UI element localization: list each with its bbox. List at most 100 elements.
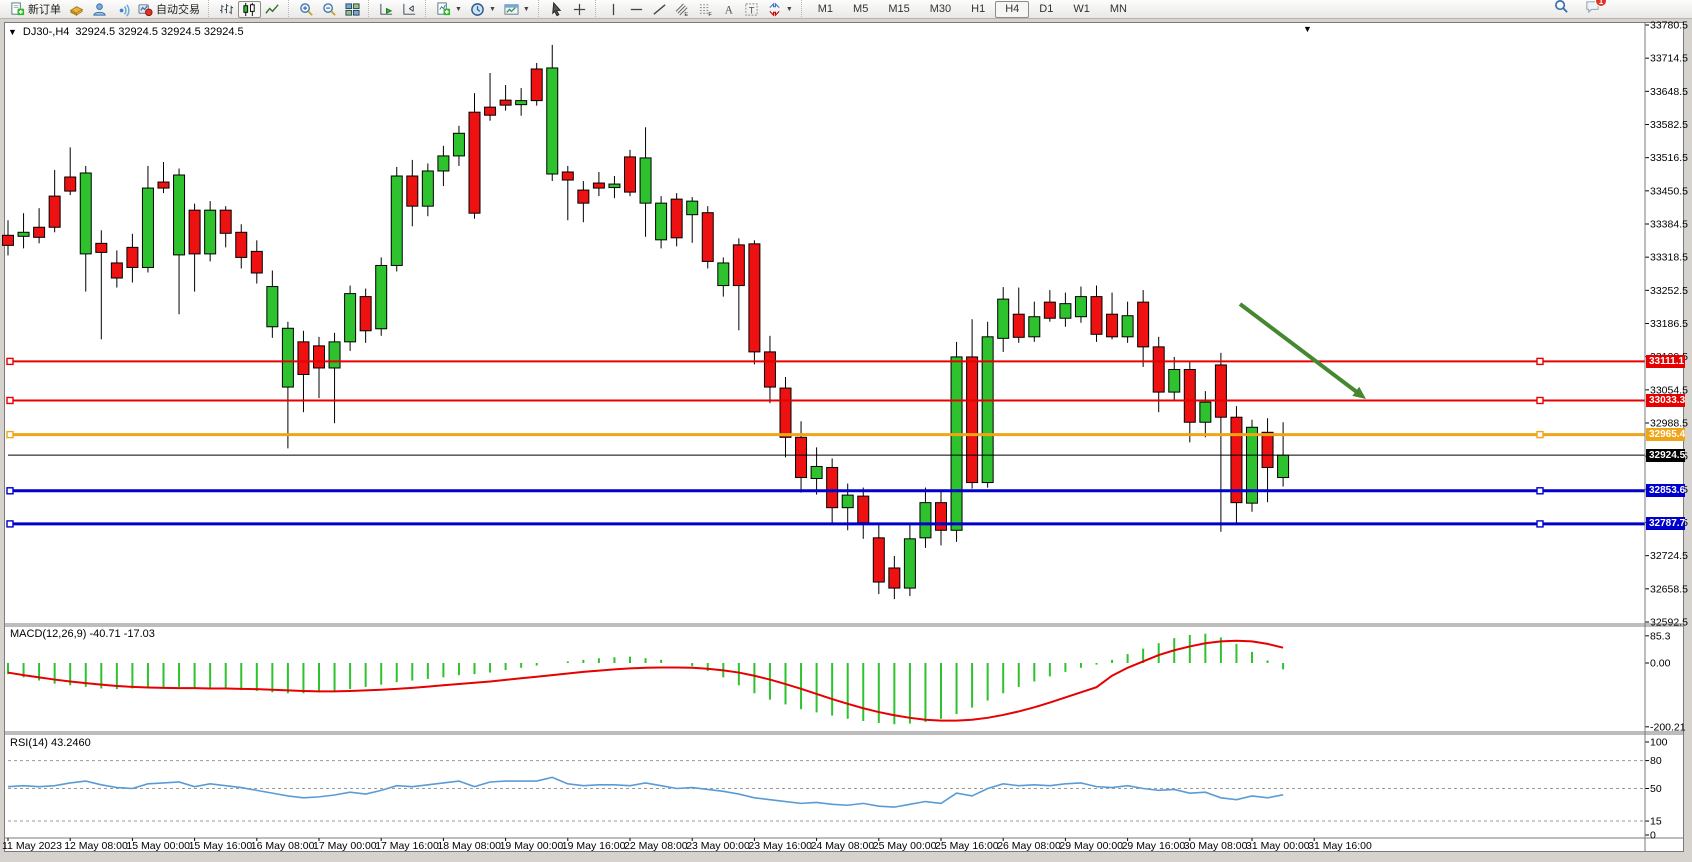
line-handle[interactable] <box>6 520 14 528</box>
svg-text:T: T <box>749 5 755 15</box>
candle <box>701 212 714 262</box>
trend-arrow-head[interactable] <box>1352 386 1366 399</box>
timeframe-M15-button[interactable]: M15 <box>878 1 919 18</box>
candle <box>795 436 808 479</box>
trendline-button[interactable] <box>648 1 671 18</box>
timeframe-MN-button[interactable]: MN <box>1100 1 1137 18</box>
price-level-tag[interactable]: 33111.1 <box>1646 354 1685 368</box>
equidistant-channel-button[interactable]: E <box>671 1 694 18</box>
periods-button[interactable]: ▼ <box>466 1 500 18</box>
line-handle[interactable] <box>1536 430 1544 439</box>
candle <box>857 495 870 524</box>
crosshair-button[interactable] <box>568 1 591 18</box>
price-axis-label: 33714.5 <box>1650 53 1688 65</box>
timeframe-M5-button[interactable]: M5 <box>843 1 878 18</box>
candle <box>33 226 46 238</box>
price-level-tag[interactable]: 33033.3 <box>1646 393 1685 407</box>
horizontal-line-icon <box>629 2 644 17</box>
chart-window[interactable] <box>4 22 1684 852</box>
fibonacci-button[interactable]: F <box>694 1 717 18</box>
price-axis-label: 33318.5 <box>1650 252 1688 264</box>
new-order-icon <box>10 1 25 17</box>
bar-chart-button[interactable] <box>215 1 238 18</box>
chevron-down-icon[interactable]: ▼ <box>488 5 496 13</box>
candle <box>1028 316 1041 338</box>
line-handle[interactable] <box>6 357 14 366</box>
line-handle[interactable] <box>1536 520 1544 528</box>
candle <box>919 502 932 539</box>
price-axis-label: 33186.5 <box>1650 318 1688 330</box>
templates-icon <box>504 2 519 17</box>
timeframe-M1-button[interactable]: M1 <box>808 1 843 18</box>
candle <box>515 100 528 106</box>
price-level-tag[interactable]: 32787.7 <box>1646 517 1685 531</box>
button-label: M1 <box>817 3 834 15</box>
auto-trading-button[interactable]: 自动交易 <box>134 1 204 18</box>
cursor-button[interactable] <box>545 1 568 18</box>
candle <box>64 176 77 192</box>
chart-collapse-icon[interactable]: ▼ <box>8 27 17 37</box>
toolbar-group <box>368 0 425 19</box>
tile-windows-button[interactable] <box>341 1 364 18</box>
zoom-out-button[interactable] <box>318 1 341 18</box>
price-axis-label: 32658.5 <box>1650 583 1688 595</box>
chat-button[interactable]: 1 <box>1585 0 1607 19</box>
candle <box>1277 454 1290 479</box>
line-chart-button[interactable] <box>261 1 284 18</box>
text-label-button[interactable]: T <box>740 1 763 18</box>
line-handle[interactable] <box>6 487 14 495</box>
timeframe-W1-button[interactable]: W1 <box>1063 1 1100 18</box>
crosshair-icon <box>572 2 587 17</box>
candle <box>561 171 574 181</box>
rsi-axis-label: 15 <box>1650 816 1662 828</box>
candle <box>1230 416 1243 504</box>
vertical-line-button[interactable] <box>602 1 625 18</box>
candle <box>1121 315 1134 338</box>
time-axis-label: 29 May 16:00 <box>1122 840 1186 852</box>
price-level-tag[interactable]: 32853.6 <box>1646 484 1685 498</box>
arrows-icon <box>767 2 782 17</box>
timeframe-H4-button[interactable]: H4 <box>995 0 1030 18</box>
price-axis-label: 33516.5 <box>1650 152 1688 164</box>
templates-button[interactable]: ▼ <box>500 1 534 18</box>
time-axis-label: 17 May 16:00 <box>375 840 439 852</box>
line-handle[interactable] <box>6 396 14 405</box>
trend-arrow[interactable] <box>1238 302 1358 394</box>
price-level-tag[interactable]: 32965.4 <box>1646 428 1685 442</box>
line-handle[interactable] <box>1536 357 1544 366</box>
candle <box>421 170 434 207</box>
time-axis-label: 22 May 08:00 <box>624 840 688 852</box>
button-label: 自动交易 <box>156 4 200 16</box>
text-button[interactable]: A <box>717 1 740 18</box>
search-button[interactable] <box>1554 0 1569 19</box>
auto-scroll-button[interactable] <box>375 1 398 18</box>
timeframe-M30-button[interactable]: M30 <box>920 1 961 18</box>
candlestick-chart-button[interactable] <box>238 0 261 18</box>
horizontal-line-button[interactable] <box>625 1 648 18</box>
arrows-button[interactable]: ▼ <box>763 1 797 18</box>
signals-button[interactable] <box>111 1 134 18</box>
indicators-button[interactable]: ▼ <box>432 1 466 18</box>
timeframe-D1-button[interactable]: D1 <box>1029 1 1063 18</box>
new-order-button[interactable]: 新订单 <box>6 1 65 18</box>
time-axis-label: 26 May 08:00 <box>997 840 1061 852</box>
chevron-down-icon[interactable]: ▼ <box>785 5 793 13</box>
line-handle[interactable] <box>1536 396 1544 405</box>
candle <box>888 567 901 589</box>
zoom-in-button[interactable] <box>295 1 318 18</box>
market-button[interactable] <box>65 1 88 18</box>
timeframe-H1-button[interactable]: H1 <box>961 1 995 18</box>
chart-menu-arrow-icon[interactable]: ▼ <box>1303 24 1312 34</box>
time-axis-label: 25 May 16:00 <box>935 840 999 852</box>
chart-shift-button[interactable] <box>398 1 421 18</box>
line-handle[interactable] <box>1536 487 1544 495</box>
current-price-tag[interactable]: 32924.5 <box>1646 448 1685 462</box>
fibonacci-icon: F <box>698 2 713 17</box>
chevron-down-icon[interactable]: ▼ <box>522 5 530 13</box>
line-handle[interactable] <box>6 430 14 439</box>
chevron-down-icon[interactable]: ▼ <box>455 5 462 13</box>
profile-button[interactable] <box>88 1 111 18</box>
rsi-axis-label: 50 <box>1650 783 1662 795</box>
candle <box>530 68 543 102</box>
